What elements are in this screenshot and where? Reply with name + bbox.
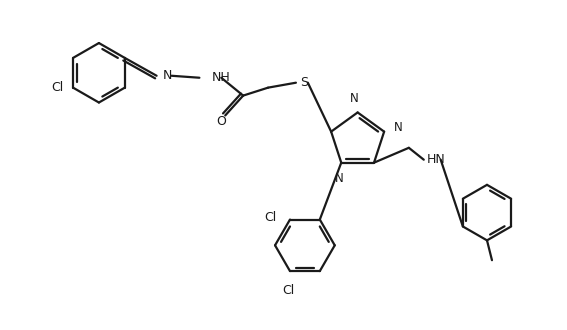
- Text: Cl: Cl: [282, 284, 294, 297]
- Text: N: N: [335, 172, 344, 184]
- Text: N: N: [394, 121, 403, 134]
- Text: NH: NH: [211, 71, 230, 84]
- Text: O: O: [217, 115, 226, 128]
- Text: N: N: [163, 69, 172, 82]
- Text: Cl: Cl: [264, 211, 276, 224]
- Text: S: S: [300, 76, 308, 89]
- Text: Cl: Cl: [51, 81, 63, 94]
- Text: HN: HN: [427, 153, 446, 166]
- Text: N: N: [350, 91, 359, 105]
